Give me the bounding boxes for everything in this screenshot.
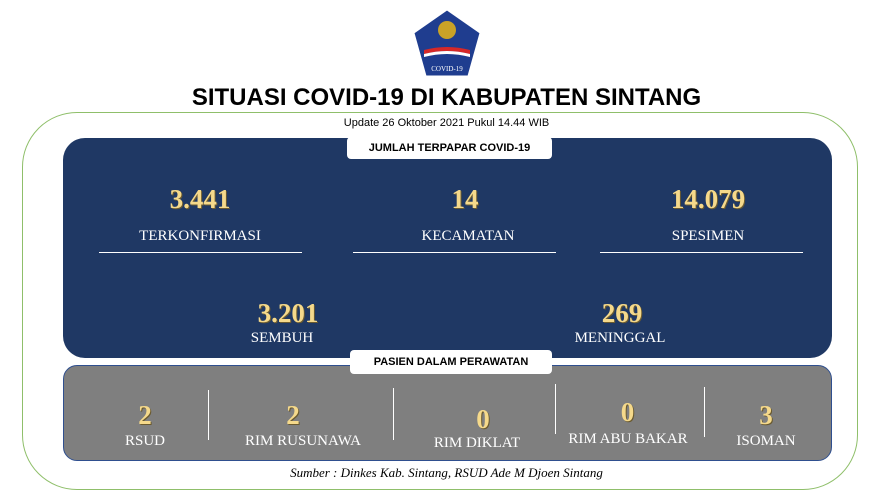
- terpapar-heading: JUMLAH TERPAPAR COVID-19: [347, 137, 552, 159]
- divider: [353, 252, 556, 253]
- spesimen-value: 14.079: [670, 184, 746, 214]
- kecamatan-value: 14: [451, 184, 479, 214]
- rim-rusunawa-label: RIM RUSUNAWA: [245, 433, 361, 449]
- rim-rusunawa-value: 2: [286, 400, 300, 430]
- sembuh-label: SEMBUH: [250, 330, 314, 346]
- isoman-label: ISOMAN: [736, 433, 796, 449]
- divider: [704, 387, 705, 437]
- divider: [555, 384, 556, 434]
- update-timestamp: Update 26 Oktober 2021 Pukul 14.44 WIB: [343, 117, 550, 129]
- divider: [99, 252, 302, 253]
- rsud-value: 2: [138, 400, 152, 430]
- divider: [208, 390, 209, 440]
- perawatan-heading: PASIEN DALAM PERAWATAN: [350, 350, 552, 374]
- divider: [393, 388, 394, 440]
- rim-diklat-value: 0: [476, 404, 490, 434]
- terkonfirmasi-value: 3.441: [169, 184, 231, 214]
- satgas-covid-logo: COVID-19: [412, 8, 482, 83]
- kecamatan-label: KECAMATAN: [421, 228, 515, 244]
- svg-text:COVID-19: COVID-19: [431, 65, 463, 73]
- rim-abu-bakar-label: RIM ABU BAKAR: [568, 431, 688, 447]
- source-note: Sumber : Dinkes Kab. Sintang, RSUD Ade M…: [290, 465, 603, 480]
- meninggal-value: 269: [601, 298, 643, 328]
- green-outline-frame: [22, 112, 858, 490]
- rim-diklat-label: RIM DIKLAT: [433, 435, 521, 451]
- rim-abu-bakar-value: 0: [620, 397, 635, 427]
- meninggal-label: MENINGGAL: [574, 330, 666, 346]
- terkonfirmasi-label: TERKONFIRMASI: [139, 228, 261, 244]
- page-title: SITUASI COVID-19 DI KABUPATEN SINTANG: [0, 84, 893, 112]
- isoman-value: 3: [759, 400, 773, 430]
- sembuh-value: 3.201: [257, 298, 319, 328]
- terpapar-panel: [63, 138, 832, 358]
- rsud-label: RSUD: [124, 433, 165, 449]
- spesimen-label: SPESIMEN: [671, 228, 745, 244]
- divider: [600, 252, 803, 253]
